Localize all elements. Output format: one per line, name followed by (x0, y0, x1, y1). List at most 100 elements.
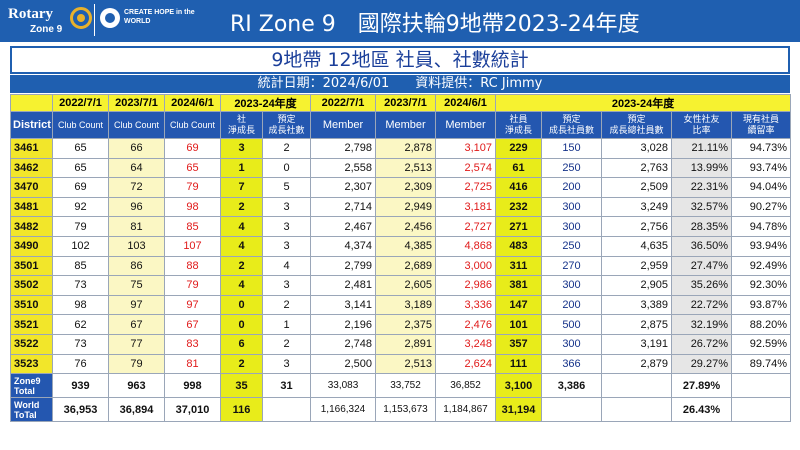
table-cell: 2,949 (375, 196, 436, 218)
district-cell: 3523 (10, 353, 53, 375)
district-cell: 3510 (10, 294, 53, 316)
table-cell: 61 (495, 157, 542, 179)
table-row: 3510 98 97 97 0 2 3,141 3,189 3,336 147 200 3,389 22… (10, 294, 792, 316)
year-cell-clubs-2023: 2023/7/1 (108, 94, 165, 112)
table-cell: 2 (220, 196, 263, 218)
table-cell: 2,748 (310, 333, 376, 355)
total-cell: 1,184,867 (435, 397, 496, 423)
total-cell: 3,386 (541, 373, 602, 399)
column-label: 預定 成長社數 (262, 111, 311, 139)
column-label-row: District Club Count Club Count Club Count 社淨… (10, 111, 792, 139)
table-cell: 32.57% (671, 196, 732, 218)
table-cell: 2,763 (601, 157, 672, 179)
total-cell: 35 (220, 373, 263, 399)
table-cell: 2,798 (310, 138, 376, 159)
total-cell: 1,166,324 (310, 397, 376, 423)
table-cell: 4,385 (375, 235, 436, 257)
table-cell: 3,336 (435, 294, 496, 316)
table-cell: 2,875 (601, 314, 672, 335)
table-cell: 3 (262, 275, 311, 296)
table-cell: 232 (495, 196, 542, 218)
table-cell: 4 (220, 216, 263, 237)
district-cell: 3461 (10, 138, 53, 159)
column-label: 預定 成長總社員數 (601, 111, 672, 139)
table-cell: 32.19% (671, 314, 732, 335)
table-cell: 416 (495, 177, 542, 198)
table-cell: 102 (52, 235, 109, 257)
table-cell: 22.72% (671, 294, 732, 316)
table-cell: 200 (541, 294, 602, 316)
district-cell: 3521 (10, 314, 53, 335)
create-hope-icon (100, 8, 120, 28)
table-cell: 311 (495, 255, 542, 277)
table-cell: 89.74% (730, 353, 792, 375)
column-label: Club Count (52, 111, 109, 139)
column-label: Club Count (108, 111, 165, 139)
table-cell: 2 (220, 353, 263, 375)
table-cell: 4,635 (601, 235, 672, 257)
year-cell-clubs-2022: 2022/7/1 (52, 94, 109, 112)
table-cell: 3,189 (375, 294, 436, 316)
table-cell: 2,456 (375, 216, 436, 237)
table-row: 3481 92 96 98 2 3 2,714 2,949 3,181 232 300 3,249 32… (10, 196, 792, 218)
table-cell: 2,799 (310, 255, 376, 277)
logo-rotary-text: Rotary (8, 6, 53, 22)
table-cell: 21.11% (671, 138, 732, 159)
table-cell: 2,879 (601, 353, 672, 375)
table-cell: 79 (164, 275, 221, 296)
table-cell: 79 (164, 177, 221, 198)
table-cell: 2,513 (375, 157, 436, 179)
total-cell: 27.89% (671, 373, 732, 399)
table-cell: 97 (108, 294, 165, 316)
table-cell: 94.73% (730, 138, 792, 159)
table-cell: 366 (541, 353, 602, 375)
total-cell (730, 397, 792, 423)
total-cell: 36,894 (108, 397, 165, 423)
table-cell: 2,558 (310, 157, 376, 179)
table-cell: 7 (220, 177, 263, 198)
rotary-wheel-icon (70, 7, 92, 29)
table-cell: 4 (220, 275, 263, 296)
district-cell: 3501 (10, 255, 53, 277)
table-cell: 5 (262, 177, 311, 198)
total-cell: 37,010 (164, 397, 221, 423)
table-cell: 2,605 (375, 275, 436, 296)
table-cell: 4 (220, 235, 263, 257)
total-label: Zone9 Total (10, 373, 53, 399)
table-cell: 3,248 (435, 333, 496, 355)
statistics-table: 2022/7/1 2023/7/1 2024/6/1 2023-24年度 2022/7/… (10, 94, 792, 423)
table-cell: 93.87% (730, 294, 792, 316)
table-cell: 3,389 (601, 294, 672, 316)
table-cell: 4,374 (310, 235, 376, 257)
table-cell: 229 (495, 138, 542, 159)
table-cell: 0 (262, 157, 311, 179)
column-label: Club Count (164, 111, 221, 139)
table-cell: 3 (262, 235, 311, 257)
table-cell: 2,476 (435, 314, 496, 335)
logo-zone-text: Zone 9 (30, 24, 63, 35)
table-cell: 64 (108, 157, 165, 179)
table-cell: 300 (541, 216, 602, 237)
table-cell: 200 (541, 177, 602, 198)
table-cell: 2,500 (310, 353, 376, 375)
table-cell: 67 (164, 314, 221, 335)
table-cell: 2,375 (375, 314, 436, 335)
table-row: 3501 85 86 88 2 4 2,799 2,689 3,000 311 270 2,959 27… (10, 255, 792, 277)
total-cell: 36,852 (435, 373, 496, 399)
table-cell: 107 (164, 235, 221, 257)
table-cell: 77 (108, 333, 165, 355)
column-label: 預定 成長社員數 (541, 111, 602, 139)
table-cell: 1 (220, 157, 263, 179)
table-cell: 2,714 (310, 196, 376, 218)
column-label: Member (435, 111, 496, 139)
total-cell: 31,194 (495, 397, 542, 423)
total-cell: 31 (262, 373, 311, 399)
create-hope-text: CREATE HOPE in the WORLD (124, 9, 195, 25)
column-label: Member (375, 111, 436, 139)
page-header: Rotary Zone 9 CREATE HOPE in the WORLD R… (0, 0, 800, 42)
total-label: World ToTal (10, 397, 53, 423)
table-row: 3462 65 64 65 1 0 2,558 2,513 2,574 61 250 2,763 13.… (10, 157, 792, 179)
total-cell (730, 373, 792, 399)
header-title: RI Zone 9 國際扶輪9地帶2023-24年度 (230, 12, 640, 37)
district-cell: 3502 (10, 275, 53, 296)
